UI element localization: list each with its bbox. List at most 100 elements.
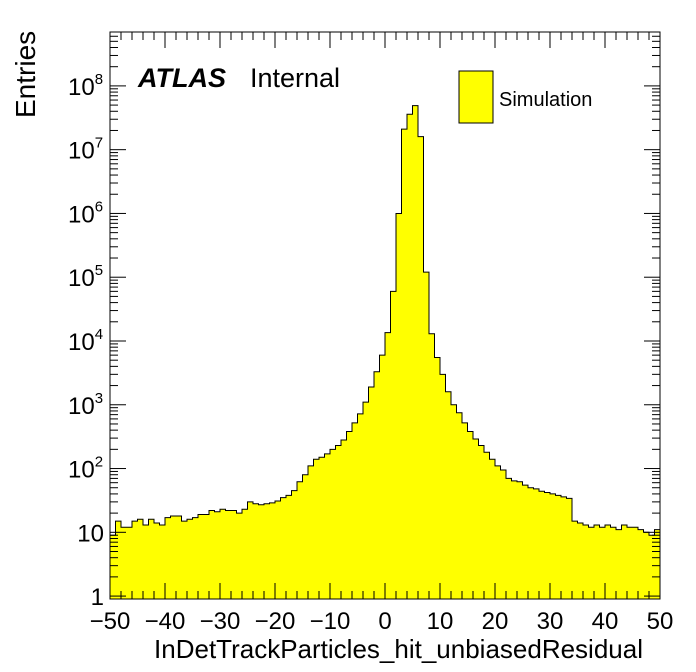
histogram-bin <box>478 445 485 599</box>
histogram-bin <box>374 371 380 599</box>
histogram-bin <box>412 105 419 600</box>
histogram-bin <box>511 480 518 599</box>
histogram-bin <box>214 511 221 599</box>
histogram-bin <box>616 529 622 599</box>
x-tick-label: 20 <box>482 608 509 635</box>
y-tick-label: 10 <box>77 520 104 547</box>
histogram-bin <box>324 453 331 599</box>
histogram-bin <box>445 391 452 599</box>
histogram-bin <box>159 525 166 599</box>
y-tick-label: 1 <box>91 584 104 611</box>
histogram-bin <box>264 503 270 599</box>
x-axis-label: InDetTrackParticles_hit_unbiasedResidual <box>154 634 643 664</box>
histogram-bin <box>506 478 512 599</box>
histogram-bin <box>566 498 573 599</box>
histogram-bin <box>335 445 342 599</box>
histogram-bin <box>302 474 309 599</box>
x-tick-label: 0 <box>378 608 391 635</box>
histogram-bin <box>198 514 204 599</box>
histogram-bin <box>137 519 144 599</box>
histogram-bin <box>583 525 589 599</box>
histogram-bin <box>407 114 413 600</box>
histogram-bin <box>242 509 248 599</box>
legend-label: Simulation <box>499 89 592 111</box>
histogram-bin <box>440 374 446 599</box>
histogram-bin <box>110 535 116 599</box>
histogram-bin <box>572 521 578 599</box>
histogram-outline <box>109 105 661 599</box>
histogram-bin <box>638 529 644 599</box>
histogram-bin <box>528 487 534 599</box>
histogram-bin <box>319 457 325 599</box>
x-tick-label: −10 <box>310 608 351 635</box>
x-tick-label: 50 <box>647 608 674 635</box>
histogram-bin <box>632 527 639 599</box>
histogram-bin <box>203 514 210 599</box>
histogram-bin <box>379 355 386 599</box>
histogram-bin <box>517 481 523 599</box>
histogram-bin <box>330 449 336 599</box>
histogram-bin <box>115 521 122 599</box>
histogram-bin <box>148 519 155 599</box>
y-tick-label: 104 <box>68 326 103 356</box>
histogram-bin <box>434 357 441 599</box>
x-tick-label: 30 <box>537 608 564 635</box>
histogram-bin <box>621 525 628 599</box>
histogram-bin <box>352 422 358 599</box>
histogram-bin <box>192 517 199 599</box>
histogram-bin <box>313 459 320 599</box>
histogram-bin <box>456 412 463 599</box>
x-tick-label: 10 <box>427 608 454 635</box>
histogram-bin <box>544 492 551 599</box>
histogram-bin <box>599 527 606 599</box>
histogram-bin <box>418 136 424 599</box>
histogram-bin <box>297 481 303 599</box>
histogram-bin <box>550 493 556 599</box>
histogram-bin <box>588 527 595 599</box>
histogram-bin <box>236 513 243 599</box>
histogram-bin <box>605 525 611 599</box>
histogram-bin <box>346 431 353 599</box>
atlas-label: ATLAS <box>137 63 226 93</box>
x-tick-label: −50 <box>90 608 131 635</box>
histogram-bin <box>429 333 435 599</box>
histogram-bin <box>269 502 276 599</box>
histogram-bin <box>308 465 314 599</box>
histogram-bin <box>539 491 545 599</box>
x-tick-label: −40 <box>145 608 186 635</box>
histogram-bin <box>176 516 182 599</box>
x-tick-label: −30 <box>200 608 241 635</box>
histogram-bin <box>357 413 364 599</box>
histogram-bin <box>401 129 408 599</box>
histogram-bin <box>170 516 177 599</box>
internal-label: Internal <box>250 63 340 93</box>
plot-frame <box>109 31 661 600</box>
histogram-bin <box>577 522 584 599</box>
histogram-bin <box>209 510 215 599</box>
histogram-bin <box>154 522 160 599</box>
histogram-bin <box>643 532 650 599</box>
x-tick-label: −20 <box>255 608 296 635</box>
histogram-bin <box>484 452 490 599</box>
histogram-bin <box>473 439 479 599</box>
histogram-bin <box>143 525 149 599</box>
histogram-bin <box>341 440 347 599</box>
histogram-bin <box>165 517 171 599</box>
x-tick-label: 40 <box>592 608 619 635</box>
histogram-bin <box>627 527 633 599</box>
histogram-bin <box>126 527 133 599</box>
histogram-bin <box>390 291 397 599</box>
y-tick-label: 105 <box>68 262 103 292</box>
y-axis-label: Entries <box>10 31 41 118</box>
y-tick-label: 108 <box>68 71 103 101</box>
histogram-bin <box>363 402 369 599</box>
y-tick-label: 106 <box>68 198 103 228</box>
histogram-bin <box>462 422 468 599</box>
histogram-bin <box>247 501 254 599</box>
legend-swatch <box>458 70 494 124</box>
y-tick-label: 103 <box>68 390 103 420</box>
histogram-bin <box>555 495 562 599</box>
histogram-bin <box>225 510 232 599</box>
histogram-bin <box>533 488 540 599</box>
